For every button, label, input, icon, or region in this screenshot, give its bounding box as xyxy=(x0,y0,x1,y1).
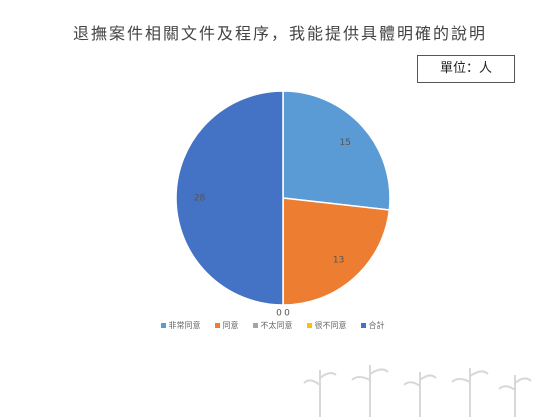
legend-item: 不太同意 xyxy=(252,321,293,330)
data-label: 15 xyxy=(340,138,351,148)
legend-label: 非常同意 xyxy=(168,321,201,330)
legend-item: 很不同意 xyxy=(306,321,347,330)
decoration xyxy=(303,365,532,417)
legend-label: 不太同意 xyxy=(260,321,293,330)
pie-slice xyxy=(282,197,391,306)
unit-label: 單位：人 xyxy=(417,55,515,83)
data-label: 0 xyxy=(284,309,290,319)
legend-swatch xyxy=(252,323,258,328)
legend-swatch xyxy=(306,323,312,328)
legend-item: 合計 xyxy=(360,321,385,330)
data-label: 13 xyxy=(333,256,344,266)
legend-item: 非常同意 xyxy=(160,321,201,330)
legend: 非常同意 同意 不太同意 很不同意 合計 xyxy=(0,320,545,331)
legend-swatch xyxy=(214,323,220,328)
legend-item: 同意 xyxy=(214,321,239,330)
data-label: 28 xyxy=(194,194,206,204)
legend-label: 合計 xyxy=(368,321,385,330)
chart-title: 退撫案件相關文件及程序，我能提供具體明確的說明 xyxy=(72,24,487,43)
legend-label: 同意 xyxy=(222,321,239,330)
legend-swatch xyxy=(160,323,166,328)
legend-label: 很不同意 xyxy=(314,321,347,330)
pie-slice xyxy=(282,90,391,211)
data-label: 0 xyxy=(276,309,282,319)
legend-swatch xyxy=(360,323,366,328)
pie-slice xyxy=(175,90,284,306)
